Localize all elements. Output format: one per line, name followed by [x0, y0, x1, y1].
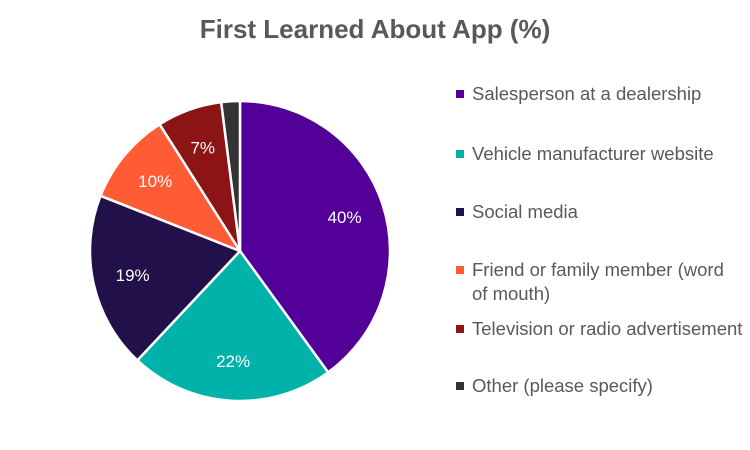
data-label-3: 10%	[138, 172, 172, 191]
legend-swatch-0	[456, 90, 464, 98]
legend-swatch-2	[456, 208, 464, 216]
legend-label-0: Salesperson at a dealership	[472, 83, 702, 104]
legend-swatch-4	[456, 325, 464, 333]
data-label-4: 7%	[190, 139, 215, 158]
legend-label-3: Friend or family member (word of mouth)	[472, 259, 724, 304]
legend-label-5: Other (please specify)	[472, 375, 653, 396]
pie-slice-1	[136, 249, 330, 403]
pie-slice-5	[219, 99, 242, 253]
pie-slice-3	[99, 123, 242, 253]
data-label-2: 19%	[116, 266, 150, 285]
legend-label-2: Social media	[472, 201, 578, 222]
data-label-0: 40%	[328, 208, 362, 227]
legend-label-4: Television or radio advertisement	[472, 318, 743, 339]
legend-swatch-1	[456, 150, 464, 158]
legend-label-1: Vehicle manufacturer website	[472, 143, 714, 164]
data-label-1: 22%	[216, 352, 250, 371]
legend-swatch-3	[456, 266, 464, 274]
legend-swatch-5	[456, 382, 464, 390]
chart-title: First Learned About App (%)	[199, 14, 551, 44]
pie-slice-0	[238, 99, 392, 374]
